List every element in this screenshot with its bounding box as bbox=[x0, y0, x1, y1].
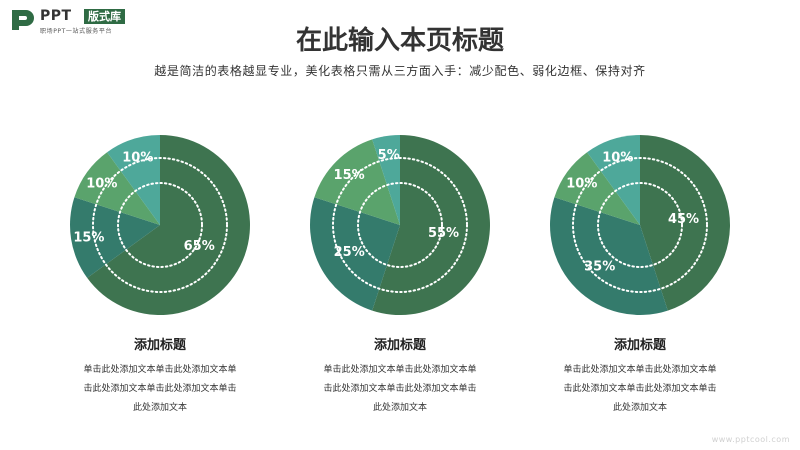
watermark: www.pptcool.com bbox=[711, 435, 790, 444]
pie-slice bbox=[587, 135, 640, 225]
panel-body: 单击此处添加文本单击此处添加文本单击此处添加文本单击此处添加文本单击此处添加文本 bbox=[83, 365, 237, 413]
logo-badge: 版式库 bbox=[84, 9, 125, 24]
panel-1: 添加标题 单击此处添加文本单击此处添加文本单击此处添加文本单击此处添加文本单击此… bbox=[70, 334, 250, 418]
panel-body: 单击此处添加文本单击此处添加文本单击此处添加文本单击此处添加文本单击此处添加文本 bbox=[563, 365, 717, 413]
pie-slice bbox=[372, 135, 490, 315]
pie-slice bbox=[550, 197, 668, 315]
pie-slice bbox=[554, 152, 640, 225]
pie-slice bbox=[309, 197, 400, 311]
slice-label: 65% bbox=[184, 239, 215, 254]
slice-label: 10% bbox=[566, 177, 597, 192]
panel-2: 添加标题 单击此处添加文本单击此处添加文本单击此处添加文本单击此处添加文本单击此… bbox=[310, 334, 490, 418]
pie-chart-2: 55% 25% 15% 5% bbox=[309, 135, 490, 315]
panel-title: 添加标题 bbox=[613, 338, 666, 353]
slice-label: 45% bbox=[668, 212, 699, 227]
inner-dotted-ring bbox=[357, 182, 443, 268]
slice-label: 15% bbox=[73, 230, 104, 245]
outer-dotted-ring bbox=[572, 157, 708, 293]
slice-label: 25% bbox=[334, 245, 365, 260]
slice-label: 15% bbox=[334, 168, 365, 183]
panel-3: 添加标题 单击此处添加文本单击此处添加文本单击此处添加文本单击此处添加文本单击此… bbox=[550, 334, 730, 418]
inner-dotted-ring bbox=[597, 182, 683, 268]
pie-chart-1: 65% 15% 10% 10% bbox=[70, 135, 250, 315]
logo-tagline: 职场PPT一站式服务平台 bbox=[40, 28, 113, 35]
slice-label: 10% bbox=[122, 151, 153, 166]
slice-label: 5% bbox=[378, 148, 400, 163]
pie-slice bbox=[640, 135, 731, 311]
outer-dotted-ring bbox=[332, 157, 468, 293]
outer-dotted-ring bbox=[92, 157, 228, 293]
inner-dotted-ring bbox=[117, 182, 203, 268]
panel-title: 添加标题 bbox=[373, 338, 426, 353]
pie-slice bbox=[372, 135, 400, 225]
logo-icon bbox=[12, 10, 34, 30]
panel-body: 单击此处添加文本单击此处添加文本单击此处添加文本单击此处添加文本单击此处添加文本 bbox=[323, 365, 477, 413]
slice-label: 10% bbox=[86, 177, 117, 192]
logo-brand: PPT bbox=[40, 8, 72, 24]
panel-title: 添加标题 bbox=[133, 338, 186, 353]
slice-label: 35% bbox=[584, 259, 615, 274]
slice-label: 55% bbox=[428, 226, 459, 241]
pie-slice bbox=[74, 152, 160, 225]
page-title: 在此输入本页标题 bbox=[295, 26, 504, 56]
pie-chart-3: 45% 35% 10% 10% bbox=[550, 135, 731, 315]
slice-label: 10% bbox=[602, 151, 633, 166]
pie-slice bbox=[107, 135, 160, 225]
page-subtitle: 越是简洁的表格越显专业，美化表格只需从三方面入手：减少配色、弱化边框、保持对齐 bbox=[154, 64, 646, 78]
